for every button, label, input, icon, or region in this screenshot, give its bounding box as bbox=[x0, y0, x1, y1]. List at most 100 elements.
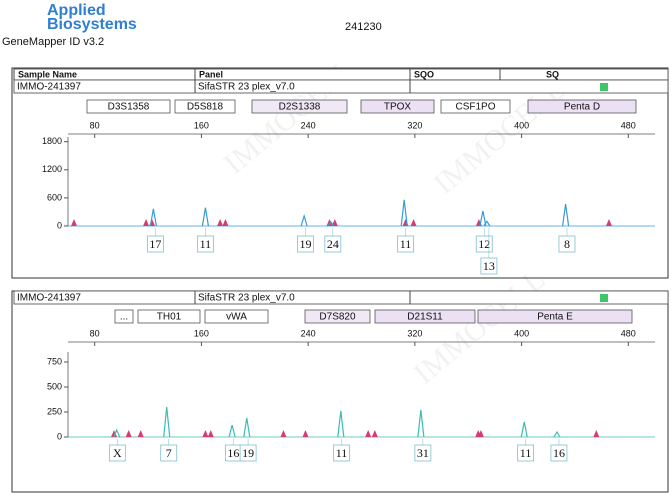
marker-box bbox=[527, 99, 637, 114]
column-header: Sample Name bbox=[18, 69, 77, 79]
marker-box bbox=[86, 99, 171, 114]
artifact-marker bbox=[331, 219, 338, 226]
y-tick-label: 0 bbox=[57, 431, 62, 441]
marker-box bbox=[477, 309, 633, 324]
x-tick-label: 320 bbox=[407, 120, 422, 130]
allele-label: 11 bbox=[520, 446, 532, 460]
x-tick-label: 160 bbox=[194, 328, 209, 338]
artifact-marker bbox=[477, 430, 484, 437]
peak bbox=[201, 207, 210, 227]
allele-label: 19 bbox=[242, 446, 254, 460]
y-tick-label: 1800 bbox=[42, 136, 62, 146]
x-tick-label: 400 bbox=[514, 120, 529, 130]
column-header: Panel bbox=[199, 69, 223, 79]
panel-frame bbox=[11, 67, 669, 279]
artifact-marker bbox=[71, 219, 78, 226]
marker-box bbox=[174, 99, 236, 114]
artifact-marker bbox=[149, 219, 156, 226]
allele-label: 13 bbox=[483, 259, 495, 273]
allele-box bbox=[480, 257, 498, 275]
peak bbox=[300, 213, 308, 227]
allele-box bbox=[333, 444, 350, 462]
marker-label: D21S11 bbox=[407, 312, 443, 323]
brand: Biosystems bbox=[47, 16, 137, 33]
status-indicator bbox=[600, 294, 608, 302]
artifact-marker bbox=[371, 430, 378, 437]
artifact-marker bbox=[222, 219, 229, 226]
peak bbox=[520, 421, 528, 438]
sample-row bbox=[13, 290, 669, 305]
allele-label: 11 bbox=[200, 237, 212, 251]
allele-label: 24 bbox=[327, 237, 339, 251]
peak bbox=[562, 203, 570, 227]
marker-box bbox=[374, 309, 476, 324]
marker-box bbox=[204, 309, 269, 324]
peak bbox=[400, 199, 408, 227]
marker-label: Penta D bbox=[564, 102, 600, 113]
marker-box bbox=[137, 309, 201, 324]
peak bbox=[113, 428, 121, 438]
allele-box bbox=[324, 235, 342, 253]
y-tick-label: 250 bbox=[47, 406, 62, 416]
panel-name: SifaSTR 23 plex_v7.0 bbox=[198, 82, 295, 93]
artifact-marker bbox=[302, 430, 309, 437]
x-tick-label: 160 bbox=[194, 120, 209, 130]
peak bbox=[337, 410, 345, 438]
x-tick-label: 240 bbox=[301, 328, 316, 338]
allele-label: 17 bbox=[149, 237, 161, 251]
marker-box bbox=[251, 99, 348, 114]
marker-box bbox=[360, 99, 435, 114]
allele-box bbox=[414, 444, 432, 462]
x-tick-label: 80 bbox=[90, 328, 100, 338]
marker-label: vWA bbox=[226, 312, 247, 323]
artifact-marker bbox=[217, 219, 224, 226]
y-tick-label: 600 bbox=[47, 192, 62, 202]
artifact-marker bbox=[207, 430, 214, 437]
marker-label: D5S818 bbox=[187, 102, 224, 113]
allele-box bbox=[108, 444, 126, 462]
x-tick-label: 480 bbox=[621, 328, 636, 338]
peak bbox=[327, 221, 335, 227]
allele-label: 11 bbox=[336, 446, 348, 460]
sample-row bbox=[13, 79, 669, 94]
peak bbox=[163, 406, 171, 438]
allele-box bbox=[397, 235, 414, 253]
marker-label: D7S820 bbox=[319, 312, 356, 323]
x-tick-label: 80 bbox=[90, 120, 100, 130]
table-header bbox=[13, 68, 669, 81]
run-name: 241230 bbox=[345, 21, 382, 33]
allele-label: 11 bbox=[400, 237, 412, 251]
marker-box bbox=[114, 309, 134, 324]
y-tick-label: 750 bbox=[47, 356, 62, 366]
peak bbox=[243, 417, 251, 438]
allele-box bbox=[517, 444, 534, 462]
allele-box bbox=[297, 235, 314, 253]
allele-label: 31 bbox=[417, 446, 429, 460]
sample-name: IMMO-241397 bbox=[17, 82, 81, 93]
artifact-marker bbox=[605, 219, 612, 226]
x-tick-label: 480 bbox=[621, 120, 636, 130]
artifact-marker bbox=[326, 219, 333, 226]
allele-label: 7 bbox=[166, 446, 172, 460]
allele-label: 19 bbox=[299, 237, 311, 251]
allele-box bbox=[558, 235, 576, 253]
allele-box bbox=[239, 444, 257, 462]
peak bbox=[483, 220, 491, 227]
panels: Sample Name Panel SQO SQ IMMO-241397 SifaSTR … bbox=[11, 67, 669, 493]
marker-label: D3S1358 bbox=[108, 102, 150, 113]
marker-label: D2S1338 bbox=[279, 102, 321, 113]
marker-label: TH01 bbox=[157, 312, 182, 323]
x-tick-label: 320 bbox=[407, 328, 422, 338]
peak bbox=[417, 409, 425, 438]
artifact-marker bbox=[143, 219, 150, 226]
brand: Applied bbox=[47, 2, 106, 19]
allele-label: 16 bbox=[553, 446, 565, 460]
artifact-marker bbox=[125, 430, 132, 437]
panel-name: SifaSTR 23 plex_v7.0 bbox=[198, 293, 295, 304]
y-tick-label: 0 bbox=[57, 220, 62, 230]
artifact-marker bbox=[365, 430, 372, 437]
artifact-marker bbox=[202, 430, 209, 437]
y-tick-label: 1200 bbox=[42, 164, 62, 174]
watermark: IMMOCELL bbox=[408, 263, 552, 391]
